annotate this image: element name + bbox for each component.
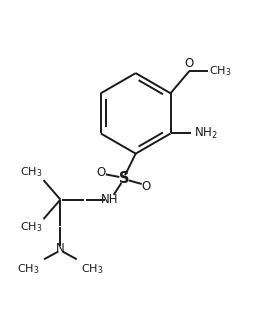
Text: NH: NH	[101, 193, 118, 206]
Text: CH$_3$: CH$_3$	[81, 263, 104, 277]
Text: CH$_3$: CH$_3$	[17, 263, 40, 277]
Text: CH$_3$: CH$_3$	[209, 64, 232, 78]
Text: N: N	[56, 242, 65, 256]
Text: CH$_3$: CH$_3$	[20, 165, 43, 179]
Text: O: O	[96, 166, 105, 179]
Text: CH$_3$: CH$_3$	[20, 220, 43, 234]
Text: S: S	[119, 171, 129, 186]
Text: O: O	[185, 57, 194, 70]
Text: NH$_2$: NH$_2$	[194, 126, 217, 141]
Text: O: O	[142, 179, 151, 193]
